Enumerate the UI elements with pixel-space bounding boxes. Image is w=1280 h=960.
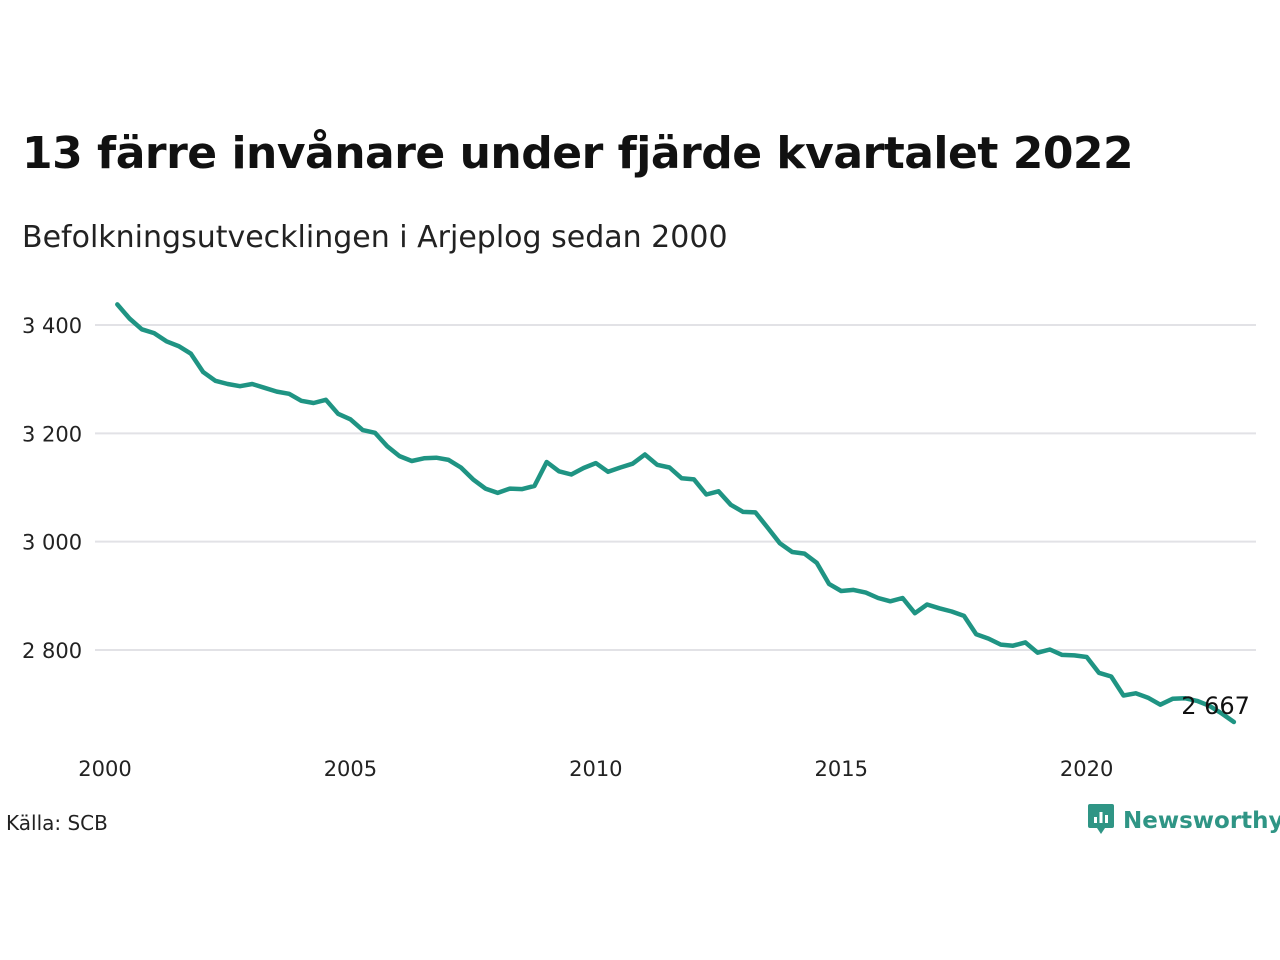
population-series-line <box>115 302 1237 725</box>
data-points <box>117 304 1234 722</box>
x-tick-label: 2005 <box>324 757 377 781</box>
x-tick-label: 2010 <box>569 757 622 781</box>
chart-title: 13 färre invånare under fjärde kvartalet… <box>22 128 1134 179</box>
end-value-label: 2 667 <box>1181 692 1250 720</box>
y-tick-label: 2 800 <box>22 639 82 663</box>
line-chart: 2 800 3 000 3 200 3 400 2000 2005 2010 2015 202… <box>22 302 1256 781</box>
y-tick-label: 3 000 <box>22 531 82 555</box>
x-tick-label: 2000 <box>78 757 131 781</box>
source-note: Källa: SCB <box>6 811 108 835</box>
newsworthy-logo-icon <box>1087 802 1115 840</box>
y-axis-tick-labels: 2 800 3 000 3 200 3 400 <box>22 314 82 663</box>
x-tick-label: 2015 <box>815 757 868 781</box>
x-tick-label: 2020 <box>1060 757 1113 781</box>
brand-name: Newsworthy <box>1123 808 1280 834</box>
grid-lines <box>95 324 1256 651</box>
brand-logo[interactable]: Newsworthy <box>1087 802 1280 840</box>
y-tick-label: 3 200 <box>22 422 82 446</box>
chart-subtitle: Befolkningsutvecklingen i Arjeplog sedan… <box>22 220 728 255</box>
x-axis-tick-labels: 2000 2005 2010 2015 2020 <box>78 757 1113 781</box>
y-tick-label: 3 400 <box>22 314 82 338</box>
